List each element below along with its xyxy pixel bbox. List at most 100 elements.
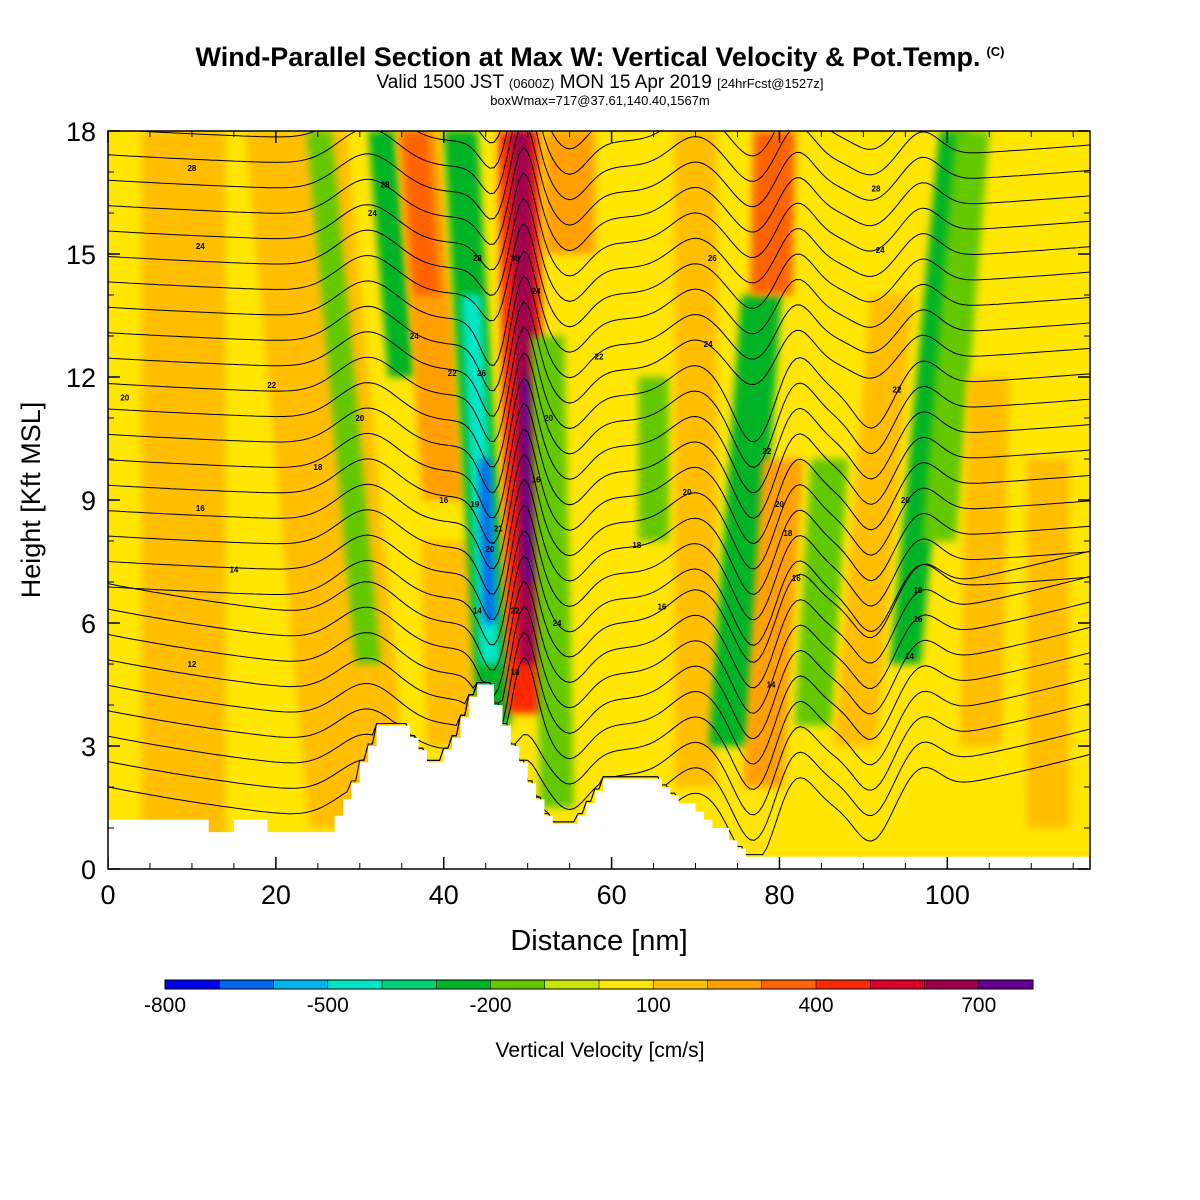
contour-labels: 28 24 22 20 20 18 16 14 12 28 24 24 22 16 28 26 19 20 14 21… xyxy=(120,164,923,690)
theta-contour xyxy=(108,626,1090,740)
colorbar-swatch xyxy=(707,980,763,989)
colorbar-swatch xyxy=(382,980,437,989)
theta-contour xyxy=(108,677,1090,790)
y-tick-label: 0 xyxy=(81,855,96,885)
velocity-cell xyxy=(401,131,441,295)
theta-contour xyxy=(108,0,1090,73)
contour-label: 16 xyxy=(657,603,666,612)
theta-contour xyxy=(108,478,1090,596)
colorbar-swatch xyxy=(273,980,329,989)
x-tick-label: 20 xyxy=(261,880,291,910)
velocity-cell xyxy=(834,295,913,746)
x-tick-label: 60 xyxy=(597,880,627,910)
contour-label: 22 xyxy=(448,369,457,378)
velocity-field xyxy=(108,131,1090,869)
contour-label: 24 xyxy=(368,209,377,218)
contour-label: 22 xyxy=(595,353,604,362)
theta-contour xyxy=(108,131,1090,201)
colorbar-tick-label: -200 xyxy=(469,994,511,1017)
velocity-cell xyxy=(1027,459,1070,828)
contour-label: 28 xyxy=(872,184,881,193)
theta-contour xyxy=(108,351,1090,468)
contour-label: 20 xyxy=(120,394,129,403)
velocity-cell xyxy=(141,131,226,869)
colorbar-tick-label: 100 xyxy=(636,994,671,1017)
contour-label: 16 xyxy=(913,615,922,624)
contour-label: 22 xyxy=(893,385,902,394)
theta-contour xyxy=(108,682,1090,816)
contour-label: 16 xyxy=(792,574,801,583)
colorbar-tick-label: -500 xyxy=(307,994,349,1017)
colorbar-tick-label: -800 xyxy=(144,994,186,1017)
contour-label: 24 xyxy=(704,340,713,349)
velocity-cell xyxy=(742,459,803,787)
contour-label: 22 xyxy=(511,607,520,616)
theta-contour xyxy=(108,131,1090,226)
theta-contour xyxy=(108,504,1090,621)
y-tick-label: 3 xyxy=(81,732,96,762)
velocity-cell xyxy=(522,377,535,582)
velocity-cell xyxy=(708,295,782,746)
x-tick-label: 40 xyxy=(429,880,459,910)
theta-contour xyxy=(108,601,1090,714)
y-axis-label: Height [Kft MSL] xyxy=(16,402,46,599)
contour-label: 30 xyxy=(511,254,520,263)
theta-contour xyxy=(127,131,897,175)
contour-label: 24 xyxy=(876,246,885,255)
contour-label: 20 xyxy=(485,545,494,554)
contour-label: 28 xyxy=(473,254,482,263)
contour-label: 20 xyxy=(901,496,910,505)
theta-contour xyxy=(108,300,1090,417)
colorbar-swatch xyxy=(761,980,817,989)
theta-contour xyxy=(108,223,1090,328)
velocity-cell xyxy=(638,377,669,541)
contour-label: 20 xyxy=(355,414,364,423)
colorbar-swatch xyxy=(165,980,220,989)
y-tick-label: 6 xyxy=(81,609,96,639)
velocity-cell xyxy=(959,377,1010,746)
contour-label: 18 xyxy=(783,529,792,538)
colorbar-tick-label: 400 xyxy=(798,994,833,1017)
theta-contour xyxy=(108,250,1090,366)
contour-label: 16 xyxy=(196,504,205,513)
velocity-cell xyxy=(750,131,796,295)
colorbar-swatch xyxy=(978,980,1034,989)
contour-label: 18 xyxy=(511,668,520,677)
x-tick-label: 100 xyxy=(925,880,970,910)
y-tick-label: 18 xyxy=(66,117,96,147)
x-tick-label: 0 xyxy=(100,880,115,910)
contour-label: 28 xyxy=(381,180,390,189)
theta-contour xyxy=(108,453,1090,570)
theta-contour xyxy=(108,682,1090,841)
theta-contour xyxy=(108,529,1090,646)
velocity-cell xyxy=(306,131,381,664)
contour-label: 26 xyxy=(477,369,486,378)
colorbar: -800 -500 -200 100 400 700 xyxy=(144,979,1034,1017)
contour-label: 14 xyxy=(229,566,238,575)
contour-label: 20 xyxy=(775,500,784,509)
velocity-cell xyxy=(530,336,574,808)
y-tick-label: 9 xyxy=(81,486,96,516)
copyright-mark: (C) xyxy=(986,44,1005,59)
colorbar-swatch xyxy=(870,980,925,989)
theta-contour xyxy=(108,21,1090,124)
contour-label: 22 xyxy=(267,381,276,390)
x-tick-label: 80 xyxy=(764,880,794,910)
theta-contour xyxy=(108,197,1090,302)
chart-subtitle-box: boxWmax=717@37.61,140.40,1567m xyxy=(490,93,710,108)
theta-contour xyxy=(108,326,1090,443)
colorbar-swatch xyxy=(490,980,546,989)
contour-label: 24 xyxy=(553,619,562,628)
contour-label: 16 xyxy=(439,496,448,505)
theta-contour xyxy=(108,146,1090,252)
velocity-cell xyxy=(922,131,990,541)
theta-contour xyxy=(108,402,1090,519)
colorbar-label: Vertical Velocity [cm/s] xyxy=(496,1039,705,1062)
colorbar-tick-label: 700 xyxy=(961,994,996,1017)
velocity-cell xyxy=(368,131,416,377)
contour-label: 21 xyxy=(494,525,503,534)
velocity-cell xyxy=(544,131,595,254)
chart-subtitle: Valid 1500 JST (0600Z) MON 15 Apr 2019 [… xyxy=(376,72,824,93)
axes: 0 20 40 60 80 100 0 3 6 9 12 15 18 xyxy=(66,117,1090,910)
